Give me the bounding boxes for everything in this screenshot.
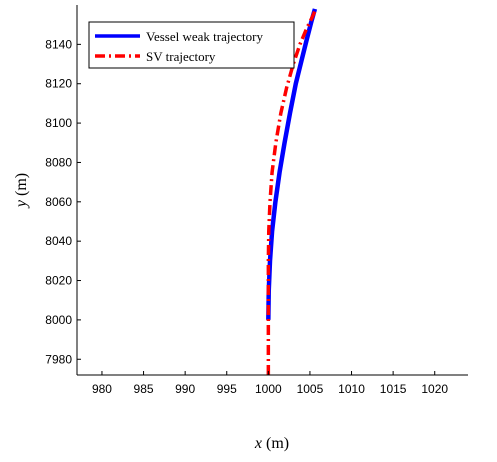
ticks-layer: 980 985 990 995 1000 1005 1010 1015 1020 7980 8000… — [45, 37, 448, 396]
y-axis-label: y (m) — [13, 173, 30, 209]
y-tick-label: 8080 — [45, 155, 72, 169]
x-tick-label: 985 — [134, 382, 154, 396]
x-tick-label: 1015 — [380, 382, 407, 396]
y-tick-label: 8020 — [45, 274, 72, 288]
x-tick-label: 995 — [217, 382, 237, 396]
y-tick-label: 8100 — [45, 116, 72, 130]
legend: Vessel weak trajectory SV trajectory — [88, 21, 295, 69]
x-axis-label: x (m) — [254, 435, 289, 452]
series-layer — [266, 8, 318, 375]
y-tick-label: 8060 — [45, 195, 72, 209]
series-line-1 — [266, 8, 318, 375]
y-tick-label: 8140 — [45, 37, 72, 51]
y-tick-label: 8000 — [45, 313, 72, 327]
y-tick-label: 8040 — [45, 234, 72, 248]
x-tick-label: 1020 — [421, 382, 448, 396]
legend-label-sv: SV trajectory — [146, 49, 216, 64]
y-tick-label: 7980 — [45, 352, 72, 366]
x-tick-label: 980 — [92, 382, 112, 396]
legend-box — [88, 21, 295, 69]
x-tick-label: 1010 — [338, 382, 365, 396]
axes-layer — [76, 5, 468, 376]
legend-label-vessel: Vessel weak trajectory — [146, 29, 263, 44]
y-tick-label: 8120 — [45, 77, 72, 91]
x-tick-label: 1000 — [255, 382, 282, 396]
x-tick-label: 990 — [175, 382, 195, 396]
x-tick-label: 1005 — [297, 382, 324, 396]
